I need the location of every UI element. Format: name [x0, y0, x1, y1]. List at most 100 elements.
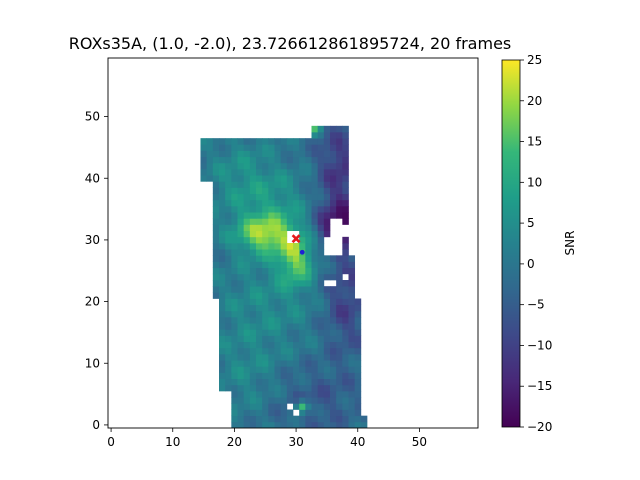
heatmap-cell — [336, 199, 343, 207]
heatmap-cell — [237, 347, 245, 355]
heatmap-cell — [293, 187, 300, 195]
heatmap-cell — [317, 415, 325, 423]
heatmap-cell — [212, 193, 220, 201]
heatmap-cell — [305, 360, 312, 367]
heatmap-cell — [237, 372, 245, 380]
heatmap-cell — [219, 267, 226, 275]
heatmap-cell — [231, 378, 238, 386]
heatmap-cell — [311, 181, 319, 188]
heatmap-cell — [243, 181, 251, 188]
heatmap-cell — [311, 397, 319, 404]
heatmap-cell — [299, 230, 306, 238]
heatmap-cell — [280, 378, 288, 386]
heatmap-cell — [268, 360, 275, 367]
heatmap-cell — [305, 243, 312, 250]
heatmap-cell — [293, 150, 300, 158]
heatmap-cell — [311, 384, 319, 392]
heatmap-cell — [330, 372, 337, 380]
heatmap-cell — [311, 132, 319, 139]
heatmap-cell — [249, 372, 257, 380]
heatmap-cell — [274, 243, 282, 250]
heatmap-cell — [336, 341, 343, 349]
y-axis: 0 10 20 30 40 50 — [85, 110, 108, 432]
heatmap-cell — [262, 397, 269, 404]
heatmap-cell — [280, 360, 288, 367]
heatmap-cell — [219, 150, 226, 158]
heatmap-cell — [311, 125, 319, 133]
heatmap-cell — [274, 415, 282, 423]
heatmap-cell — [293, 199, 300, 207]
heatmap-cell — [330, 397, 337, 404]
heatmap-cell — [231, 162, 238, 170]
heatmap-cell — [256, 298, 263, 306]
heatmap-cell — [256, 317, 263, 324]
heatmap-cell — [293, 156, 300, 164]
heatmap-cell — [268, 310, 275, 318]
heatmap-cell — [336, 132, 343, 139]
heatmap-cell — [336, 292, 343, 299]
heatmap-cell — [225, 206, 232, 213]
heatmap-cell — [305, 230, 312, 238]
heatmap-cell — [231, 236, 238, 244]
heatmap-cell — [286, 415, 294, 423]
heatmap-cell — [305, 169, 312, 176]
heatmap-cell — [286, 218, 294, 225]
heatmap-cell — [348, 273, 356, 281]
heatmap-cell — [299, 384, 306, 392]
heatmap-cell — [348, 347, 356, 355]
heatmap-cell — [249, 304, 257, 312]
heatmap-cell — [336, 415, 343, 423]
heatmap-cell — [305, 354, 312, 361]
heatmap-cell — [311, 236, 319, 244]
heatmap-cell — [323, 255, 331, 262]
heatmap-cell — [231, 310, 238, 318]
heatmap-cell — [280, 397, 288, 404]
heatmap-cell — [323, 267, 331, 275]
heatmap-cell — [212, 206, 220, 213]
heatmap-cell — [274, 175, 282, 182]
heatmap-cell — [243, 329, 251, 336]
heatmap-cell — [256, 236, 263, 244]
heatmap-cell — [243, 341, 251, 349]
heatmap-cell — [231, 329, 238, 336]
heatmap-cell — [323, 132, 331, 139]
heatmap-cell — [274, 397, 282, 404]
heatmap-cell — [212, 187, 220, 195]
heatmap-cell — [256, 181, 263, 188]
heatmap-cell — [262, 181, 269, 188]
heatmap-cell — [280, 354, 288, 361]
heatmap-cell — [354, 372, 362, 380]
heatmap-cell — [348, 421, 356, 428]
heatmap-cell — [354, 347, 362, 355]
heatmap-cell — [225, 335, 232, 343]
heatmap-cell — [317, 169, 325, 176]
heatmap-cell — [342, 298, 349, 306]
heatmap-cell — [330, 391, 337, 398]
heatmap-cell — [311, 280, 319, 287]
heatmap-cell — [249, 415, 257, 423]
heatmap-cell — [262, 255, 269, 262]
heatmap-cell — [336, 384, 343, 392]
heatmap-cell — [293, 267, 300, 275]
heatmap-cell — [231, 187, 238, 195]
heatmap-cell — [330, 162, 337, 170]
heatmap-cell — [243, 273, 251, 281]
heatmap-cell — [299, 415, 306, 423]
heatmap-cell — [286, 391, 294, 398]
heatmap-cell — [268, 169, 275, 176]
heatmap-cell — [299, 409, 306, 417]
heatmap-cell — [317, 181, 325, 188]
heatmap-cell — [219, 230, 226, 238]
heatmap-cell — [311, 224, 319, 232]
heatmap-cell — [330, 132, 337, 139]
x-axis: 0 10 20 30 40 50 — [107, 428, 427, 449]
heatmap-cell — [225, 138, 232, 145]
heatmap-cell — [212, 286, 220, 293]
heatmap-cell — [268, 391, 275, 398]
heatmap-cell — [293, 162, 300, 170]
heatmap-cell — [274, 292, 282, 299]
heatmap-cell — [274, 335, 282, 343]
heatmap-cell — [249, 378, 257, 386]
heatmap-cell — [268, 323, 275, 330]
heatmap-cell — [360, 415, 368, 423]
